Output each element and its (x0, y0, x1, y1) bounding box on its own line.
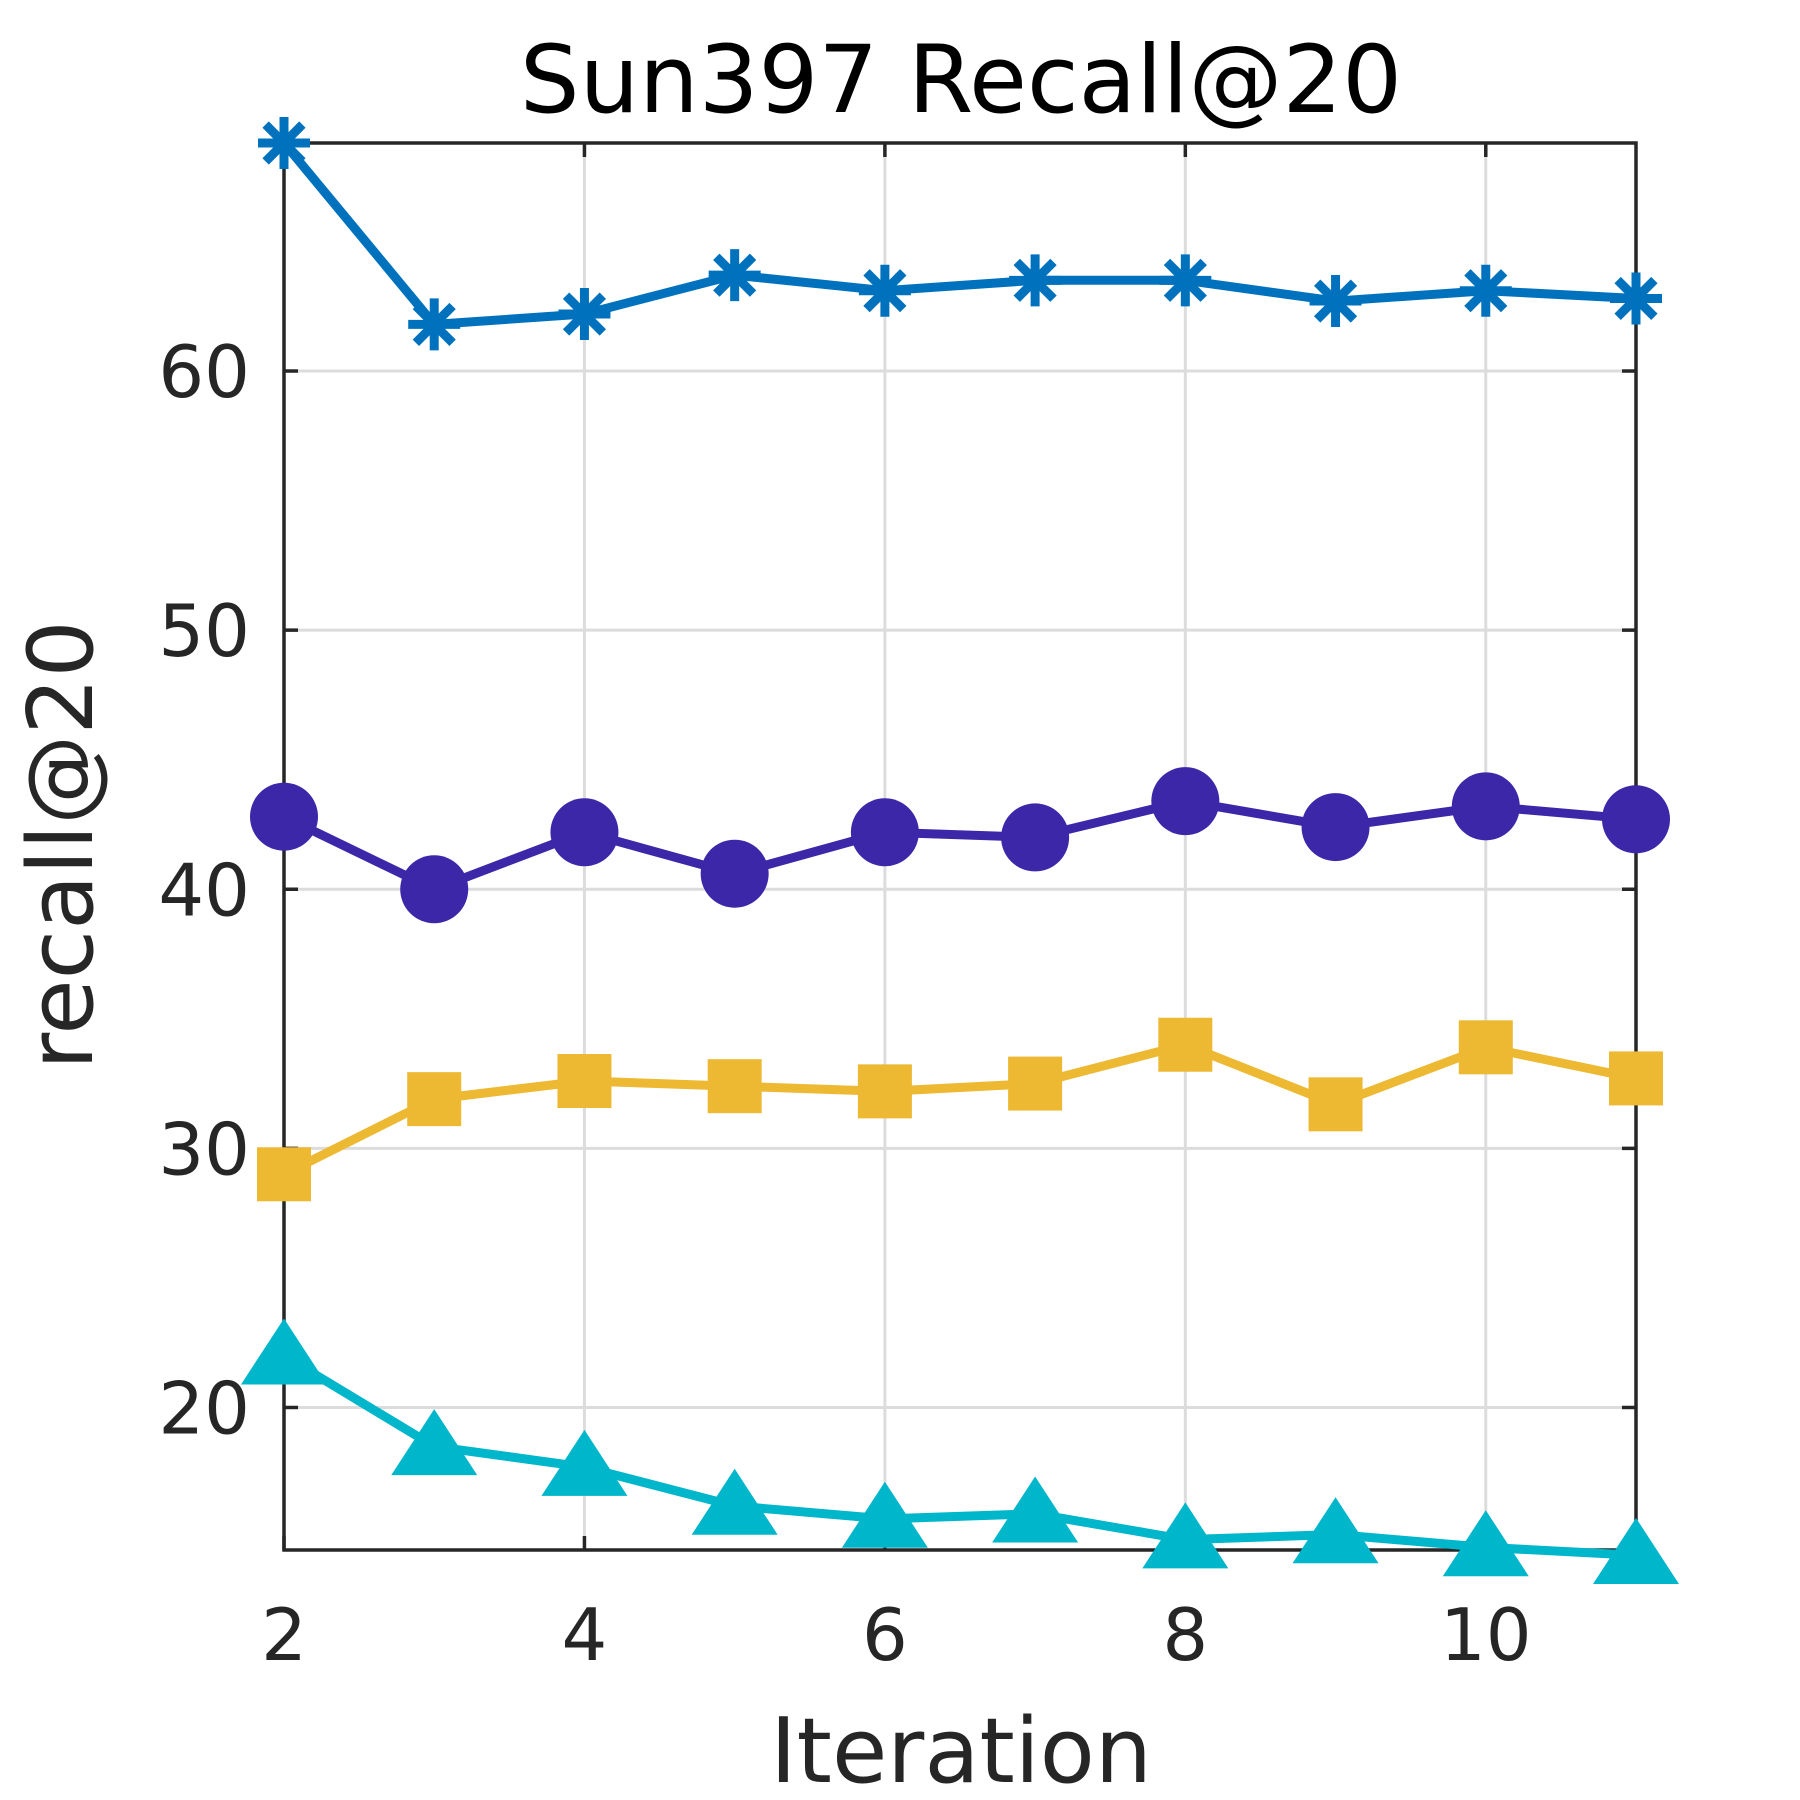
data-point-triangle (541, 1429, 628, 1496)
data-point-triangle (1442, 1510, 1529, 1577)
x-tick-label: 8 (1162, 1593, 1208, 1677)
data-point-asterisk (1009, 254, 1062, 307)
data-point-square (1458, 1020, 1513, 1075)
data-point-square (257, 1147, 311, 1202)
data-point-asterisk (258, 117, 310, 169)
y-tick-label: 60 (158, 330, 250, 414)
data-point-square (857, 1064, 912, 1119)
data-point-asterisk (708, 249, 761, 302)
series-line (281, 1040, 1637, 1179)
data-point-circle (250, 782, 318, 851)
y-tick-label: 50 (158, 589, 250, 673)
y-tick-label: 40 (158, 848, 250, 932)
data-point-circle (700, 839, 769, 908)
grid-layer (282, 143, 1636, 1550)
data-point-square (1308, 1077, 1363, 1132)
series-4-triangle (241, 1318, 1679, 1584)
series-2-circle (250, 767, 1670, 924)
x-tick-label: 4 (562, 1593, 608, 1677)
data-point-triangle (691, 1468, 778, 1535)
data-point-circle (1151, 767, 1220, 836)
data-point-triangle (992, 1476, 1079, 1543)
data-point-triangle (1142, 1502, 1229, 1569)
x-tick-label: 6 (862, 1593, 908, 1677)
data-point-square (1609, 1051, 1663, 1106)
series-line (282, 796, 1637, 894)
data-point-triangle (1292, 1497, 1379, 1564)
data-point-triangle (841, 1481, 928, 1548)
chart-title: Sun397 Recall@20 (520, 26, 1402, 135)
data-point-circle (400, 855, 469, 924)
data-point-asterisk (408, 298, 461, 351)
y-tick-label: 30 (158, 1107, 250, 1191)
data-point-circle (1451, 772, 1520, 841)
data-point-asterisk (558, 288, 611, 341)
data-point-asterisk (1610, 272, 1662, 325)
series-1-asterisk (258, 117, 1662, 351)
data-point-triangle (1593, 1517, 1679, 1584)
data-point-asterisk (858, 264, 911, 317)
data-point-circle (1001, 803, 1070, 872)
data-point-circle (1301, 793, 1370, 862)
series-layer (241, 117, 1679, 1584)
series-3-square (257, 1017, 1663, 1202)
data-point-circle (550, 798, 619, 867)
data-point-square (1158, 1017, 1213, 1072)
ticks-layer: 2 4 6 8 10 20 30 40 50 60 (158, 143, 1636, 1677)
data-point-circle (850, 798, 919, 867)
plot-area-border (282, 141, 1638, 1552)
data-point-asterisk (1309, 275, 1362, 328)
data-point-triangle (241, 1318, 327, 1385)
series-line (280, 140, 1637, 329)
x-tick-label: 10 (1440, 1593, 1532, 1677)
x-axis-label: Iteration (770, 1699, 1152, 1800)
data-point-square (707, 1059, 762, 1114)
data-point-square (1008, 1056, 1063, 1111)
data-point-circle (1602, 785, 1670, 854)
data-point-square (557, 1054, 612, 1108)
data-point-asterisk (1159, 254, 1212, 307)
y-tick-label: 20 (158, 1366, 250, 1450)
y-axis-label: recall@20 (9, 620, 114, 1070)
series-line (281, 1351, 1637, 1560)
x-tick-label: 2 (261, 1593, 307, 1677)
data-point-asterisk (1459, 264, 1512, 317)
data-point-triangle (391, 1409, 478, 1476)
data-point-square (407, 1072, 462, 1127)
